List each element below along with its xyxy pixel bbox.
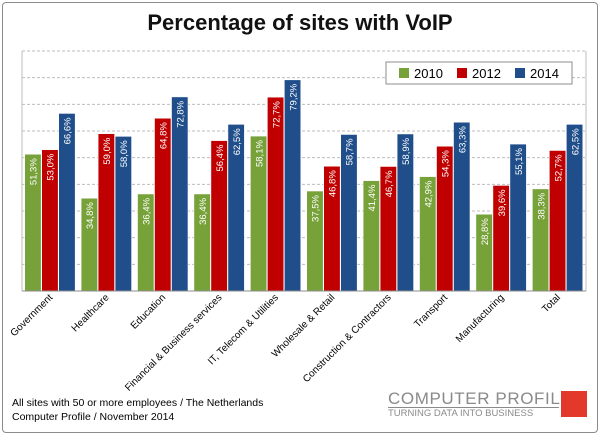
data-label: 72,7% bbox=[271, 101, 282, 128]
logo-tagline: TURNING DATA INTO BUSINESS bbox=[388, 408, 534, 419]
data-label: 36,4% bbox=[198, 197, 209, 224]
data-label: 58,7% bbox=[345, 138, 356, 165]
data-label: 41,4% bbox=[367, 184, 378, 211]
data-label: 62,5% bbox=[232, 128, 243, 155]
legend-label-2010: 2010 bbox=[414, 66, 443, 81]
data-label: 55,1% bbox=[514, 148, 525, 175]
legend-swatch-2012 bbox=[457, 68, 467, 78]
logo-name: COMPUTER PROFILE bbox=[388, 389, 573, 408]
x-tick-label: Financial & Business services bbox=[123, 292, 224, 393]
data-label: 51,3% bbox=[29, 158, 40, 185]
data-label: 58,9% bbox=[401, 137, 412, 164]
logo-square bbox=[561, 391, 587, 417]
footnote-line-1: All sites with 50 or more employees / Th… bbox=[12, 397, 264, 409]
data-label: 28,8% bbox=[480, 218, 491, 245]
data-label: 54,3% bbox=[441, 150, 452, 177]
legend-label-2012: 2012 bbox=[472, 66, 501, 81]
x-tick-label: Total bbox=[540, 292, 563, 315]
data-label: 53,0% bbox=[46, 153, 57, 180]
x-tick-label: Education bbox=[129, 292, 168, 331]
legend bbox=[385, 61, 573, 85]
data-label: 42,9% bbox=[424, 180, 435, 207]
data-label: 64,8% bbox=[159, 122, 170, 149]
data-label: 46,7% bbox=[384, 170, 395, 197]
x-tick-label: Transport bbox=[412, 292, 450, 330]
data-label: 58,1% bbox=[254, 140, 265, 167]
data-label: 63,3% bbox=[458, 126, 469, 153]
data-label: 79,2% bbox=[288, 83, 299, 110]
data-label: 72,8% bbox=[176, 100, 187, 127]
legend-swatch-2010 bbox=[399, 68, 409, 78]
data-label: 56,4% bbox=[215, 144, 226, 171]
footnote-line-2: Computer Profile / November 2014 bbox=[12, 411, 175, 423]
x-tick-label: Government bbox=[9, 292, 56, 339]
chart-title: Percentage of sites with VoIP bbox=[147, 10, 453, 35]
data-label: 52,7% bbox=[553, 154, 564, 181]
data-label: 66,6% bbox=[63, 117, 74, 144]
data-label: 62,5% bbox=[570, 128, 581, 155]
data-label: 59,0% bbox=[102, 137, 113, 164]
x-tick-label: Healthcare bbox=[70, 292, 112, 334]
data-label: 39,6% bbox=[497, 189, 508, 216]
x-tick-label: Manufacturing bbox=[454, 292, 507, 345]
company-logo: COMPUTER PROFILE TURNING DATA INTO BUSIN… bbox=[388, 389, 588, 423]
data-label: 58,0% bbox=[119, 140, 130, 167]
data-label: 46,8% bbox=[328, 170, 339, 197]
data-label: 38,3% bbox=[536, 192, 547, 219]
data-label: 34,8% bbox=[85, 202, 96, 229]
legend-swatch-2014 bbox=[515, 68, 525, 78]
data-label: 36,4% bbox=[142, 197, 153, 224]
legend-label-2014: 2014 bbox=[530, 66, 559, 81]
data-label: 37,5% bbox=[311, 194, 322, 221]
logo-rule bbox=[388, 407, 559, 408]
